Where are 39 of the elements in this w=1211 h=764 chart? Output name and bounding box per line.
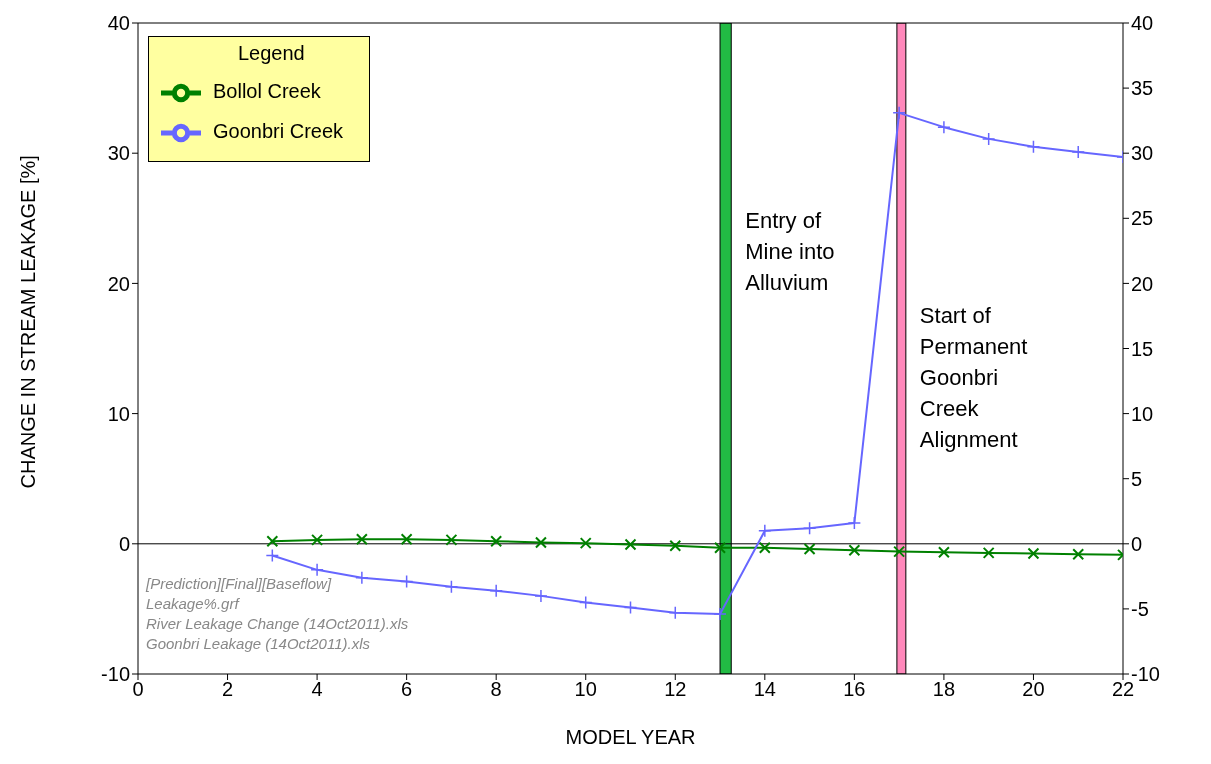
x-tick-label: 20 <box>1022 678 1045 701</box>
band-label: Entry of Mine into Alluvium <box>745 208 835 295</box>
x-tick-label: 22 <box>1111 678 1135 701</box>
y2-tick-label: 15 <box>1131 337 1154 360</box>
x-tick-label: 18 <box>932 678 956 701</box>
y-tick-label: 10 <box>107 402 130 425</box>
annotation: Goonbri Leakage (14Oct2011).xls <box>146 634 372 654</box>
y-tick-label: 40 <box>107 12 130 35</box>
x-tick-label: 8 <box>490 678 502 701</box>
y-tick-label: -10 <box>101 663 130 686</box>
annotation: Leakage%.grf <box>146 594 241 614</box>
y2-tick-label: 10 <box>1131 402 1154 425</box>
annotation: [Prediction][Final][Baseflow] <box>146 574 333 594</box>
band-label: Start of Permanent Goonbri Creek Alignment <box>919 303 1028 452</box>
y2-tick-label: 30 <box>1131 142 1154 165</box>
legend-title: Legend <box>238 42 305 65</box>
legend-label: Goonbri Creek <box>213 120 344 143</box>
y2-tick-label: 0 <box>1131 532 1143 555</box>
y2-tick-label: -5 <box>1131 598 1149 620</box>
y2-tick-label: 25 <box>1131 207 1154 230</box>
y2-tick-label: 20 <box>1131 272 1154 295</box>
legend-label: Bollol Creek <box>213 80 321 103</box>
x-tick-label: 16 <box>843 678 866 701</box>
x-tick-label: 4 <box>311 678 323 701</box>
annotation: River Leakage Change (14Oct2011).xls <box>146 614 409 634</box>
y-axis-title: CHANGE IN STREAM LEAKAGE [%] <box>17 155 40 489</box>
y2-tick-label: 40 <box>1131 12 1154 35</box>
x-axis-title: MODEL YEAR <box>565 726 696 748</box>
x-tick-label: 10 <box>574 678 597 701</box>
y2-tick-label: 35 <box>1131 77 1154 100</box>
x-tick-label: 0 <box>132 678 144 701</box>
y-tick-label: 30 <box>107 142 130 165</box>
x-tick-label: 14 <box>753 678 776 701</box>
x-tick-label: 12 <box>664 678 687 701</box>
x-tick-label: 6 <box>401 678 413 701</box>
y-tick-label: 0 <box>118 532 130 555</box>
y-tick-label: 20 <box>107 272 130 295</box>
x-tick-label: 2 <box>221 678 234 701</box>
y2-tick-label: 5 <box>1131 467 1143 490</box>
